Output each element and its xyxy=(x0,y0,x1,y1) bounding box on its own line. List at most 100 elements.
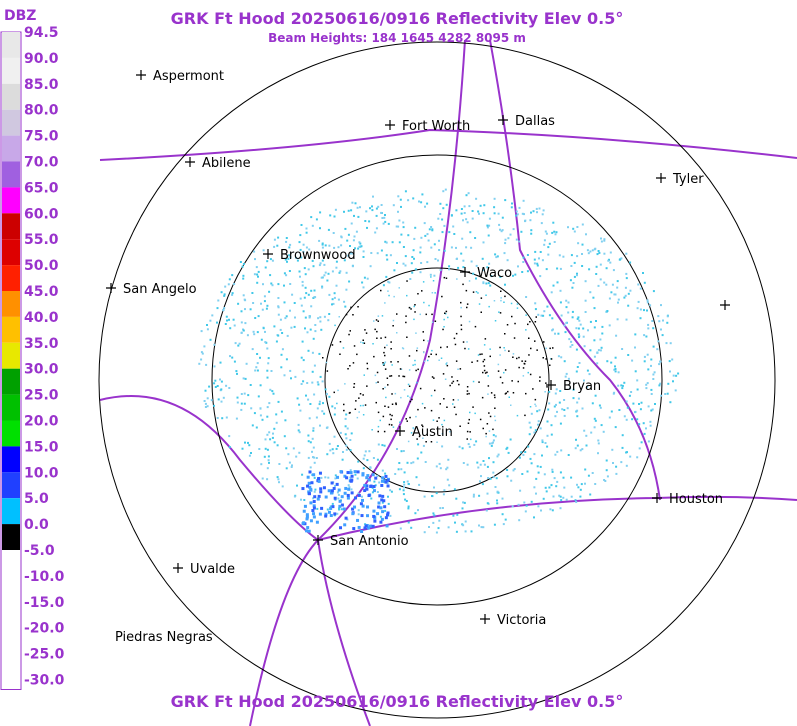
echo xyxy=(333,391,335,394)
echo xyxy=(599,278,602,281)
echo xyxy=(521,271,524,273)
echo xyxy=(379,520,383,524)
echo xyxy=(300,383,303,385)
echo xyxy=(652,373,655,376)
echo xyxy=(549,347,551,350)
city-marker xyxy=(546,380,556,390)
echo xyxy=(418,435,421,438)
echo xyxy=(516,303,519,305)
echo xyxy=(562,476,565,479)
echo xyxy=(484,372,487,374)
scale-swatch xyxy=(2,394,20,421)
echo xyxy=(675,374,678,377)
echo xyxy=(381,217,384,219)
echo xyxy=(299,275,301,278)
city-label: Uvalde xyxy=(190,562,235,577)
echo xyxy=(374,476,378,480)
echo xyxy=(428,304,430,307)
echo xyxy=(365,332,368,334)
echo xyxy=(596,253,599,256)
echo xyxy=(510,206,513,209)
echo xyxy=(204,402,207,405)
echo xyxy=(385,396,387,399)
echo xyxy=(545,358,547,360)
echo xyxy=(289,283,292,285)
echo xyxy=(406,336,408,338)
echo xyxy=(213,404,215,407)
echo xyxy=(576,272,578,275)
echo xyxy=(416,438,418,440)
echo xyxy=(529,321,531,323)
echo xyxy=(268,290,271,293)
echo xyxy=(331,448,334,451)
echo xyxy=(326,279,329,282)
echo xyxy=(349,365,351,367)
echo xyxy=(319,262,322,265)
echo xyxy=(430,394,433,397)
scale-swatch xyxy=(2,524,20,550)
echo xyxy=(297,423,300,426)
echo xyxy=(357,215,360,218)
echo xyxy=(505,392,507,394)
echo xyxy=(486,371,488,374)
echo xyxy=(553,477,556,480)
echo xyxy=(465,218,468,221)
echo xyxy=(298,403,301,406)
echo xyxy=(266,406,269,409)
echo xyxy=(312,427,315,430)
echo xyxy=(363,276,366,279)
echo xyxy=(447,526,450,529)
echo xyxy=(637,283,640,286)
echo xyxy=(559,301,562,304)
echo xyxy=(362,250,365,253)
echo xyxy=(317,317,320,320)
echo xyxy=(516,307,519,309)
echo xyxy=(451,376,453,378)
echo xyxy=(312,500,316,504)
echo xyxy=(541,259,544,262)
echo xyxy=(483,365,486,367)
echo xyxy=(414,304,416,306)
echo xyxy=(318,239,321,242)
echo xyxy=(322,486,326,490)
echo xyxy=(349,439,352,441)
echo xyxy=(576,226,579,228)
echo xyxy=(618,258,621,261)
echo xyxy=(353,386,355,388)
echo xyxy=(285,237,288,239)
scale-swatch xyxy=(2,265,20,291)
echo xyxy=(237,302,240,305)
echo xyxy=(264,330,266,333)
echo xyxy=(623,296,626,299)
echo xyxy=(605,469,608,472)
echo xyxy=(539,376,541,378)
echo xyxy=(259,414,262,417)
echo xyxy=(301,284,304,287)
echo xyxy=(309,403,312,405)
city-label: San Antonio xyxy=(330,534,409,549)
echo xyxy=(530,347,532,350)
echo xyxy=(494,435,497,438)
echo xyxy=(233,360,236,363)
echo xyxy=(352,362,355,364)
echo xyxy=(467,348,470,350)
echo xyxy=(483,344,486,346)
echo xyxy=(251,348,254,351)
echo xyxy=(374,231,377,234)
echo xyxy=(601,332,604,335)
echo xyxy=(315,457,318,459)
echo xyxy=(660,304,662,307)
echo xyxy=(264,266,267,269)
echo xyxy=(387,222,390,225)
echo xyxy=(482,427,484,430)
scale-label: 65.0 xyxy=(24,180,59,196)
echo xyxy=(453,233,456,235)
echo xyxy=(512,356,514,358)
echo xyxy=(432,521,435,524)
echo xyxy=(383,444,386,447)
echo xyxy=(466,303,469,305)
echo xyxy=(319,211,322,214)
echo xyxy=(238,342,241,345)
highway xyxy=(249,39,466,726)
echo xyxy=(467,192,470,195)
